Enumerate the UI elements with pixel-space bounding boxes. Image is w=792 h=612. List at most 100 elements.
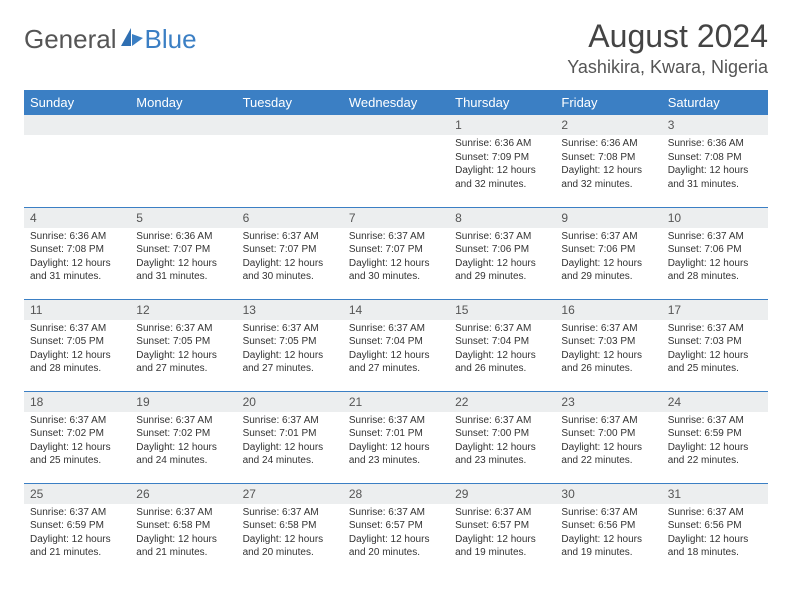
day-number: 5	[130, 208, 236, 228]
sunset-text: Sunset: 7:03 PM	[561, 335, 655, 349]
day-number: 12	[130, 300, 236, 320]
sunrise-text: Sunrise: 6:37 AM	[455, 322, 549, 336]
weekday-header: Friday	[555, 90, 661, 115]
day-number: 26	[130, 484, 236, 504]
sunrise-text: Sunrise: 6:36 AM	[30, 230, 124, 244]
day-number: 19	[130, 392, 236, 412]
calendar-day-cell: 28Sunrise: 6:37 AMSunset: 6:57 PMDayligh…	[343, 483, 449, 575]
day-details: Sunrise: 6:37 AMSunset: 7:06 PMDaylight:…	[662, 228, 768, 288]
calendar-day-cell: 30Sunrise: 6:37 AMSunset: 6:56 PMDayligh…	[555, 483, 661, 575]
daylight-text: Daylight: 12 hours and 24 minutes.	[136, 441, 230, 468]
calendar-day-cell: 21Sunrise: 6:37 AMSunset: 7:01 PMDayligh…	[343, 391, 449, 483]
day-number: 14	[343, 300, 449, 320]
day-details: Sunrise: 6:37 AMSunset: 7:07 PMDaylight:…	[237, 228, 343, 288]
calendar-day-cell: 17Sunrise: 6:37 AMSunset: 7:03 PMDayligh…	[662, 299, 768, 391]
sunset-text: Sunset: 7:05 PM	[136, 335, 230, 349]
daylight-text: Daylight: 12 hours and 25 minutes.	[668, 349, 762, 376]
day-details: Sunrise: 6:36 AMSunset: 7:09 PMDaylight:…	[449, 135, 555, 195]
sunset-text: Sunset: 7:08 PM	[30, 243, 124, 257]
sunset-text: Sunset: 6:56 PM	[561, 519, 655, 533]
calendar-day-cell: 5Sunrise: 6:36 AMSunset: 7:07 PMDaylight…	[130, 207, 236, 299]
sunset-text: Sunset: 7:07 PM	[243, 243, 337, 257]
calendar-day-cell: 4Sunrise: 6:36 AMSunset: 7:08 PMDaylight…	[24, 207, 130, 299]
day-details: Sunrise: 6:37 AMSunset: 7:04 PMDaylight:…	[343, 320, 449, 380]
day-details: Sunrise: 6:36 AMSunset: 7:08 PMDaylight:…	[24, 228, 130, 288]
sunrise-text: Sunrise: 6:37 AM	[561, 322, 655, 336]
sunset-text: Sunset: 6:57 PM	[349, 519, 443, 533]
calendar-day-cell: 27Sunrise: 6:37 AMSunset: 6:58 PMDayligh…	[237, 483, 343, 575]
calendar-week-row: 1Sunrise: 6:36 AMSunset: 7:09 PMDaylight…	[24, 115, 768, 207]
brand-logo: General Blue	[24, 18, 197, 55]
calendar-day-cell: 25Sunrise: 6:37 AMSunset: 6:59 PMDayligh…	[24, 483, 130, 575]
calendar-week-row: 18Sunrise: 6:37 AMSunset: 7:02 PMDayligh…	[24, 391, 768, 483]
daylight-text: Daylight: 12 hours and 23 minutes.	[349, 441, 443, 468]
header: General Blue August 2024 Yashikira, Kwar…	[24, 18, 768, 78]
calendar-day-cell: 13Sunrise: 6:37 AMSunset: 7:05 PMDayligh…	[237, 299, 343, 391]
sunset-text: Sunset: 7:05 PM	[30, 335, 124, 349]
sunrise-text: Sunrise: 6:37 AM	[668, 322, 762, 336]
brand-part1: General	[24, 24, 117, 55]
day-details: Sunrise: 6:37 AMSunset: 7:05 PMDaylight:…	[130, 320, 236, 380]
day-number: 4	[24, 208, 130, 228]
day-number: 27	[237, 484, 343, 504]
day-number: 30	[555, 484, 661, 504]
daylight-text: Daylight: 12 hours and 29 minutes.	[455, 257, 549, 284]
daylight-text: Daylight: 12 hours and 31 minutes.	[30, 257, 124, 284]
sunset-text: Sunset: 6:56 PM	[668, 519, 762, 533]
day-number	[130, 115, 236, 135]
day-details: Sunrise: 6:37 AMSunset: 6:59 PMDaylight:…	[662, 412, 768, 472]
calendar-day-cell: 8Sunrise: 6:37 AMSunset: 7:06 PMDaylight…	[449, 207, 555, 299]
daylight-text: Daylight: 12 hours and 23 minutes.	[455, 441, 549, 468]
calendar-page: General Blue August 2024 Yashikira, Kwar…	[0, 0, 792, 575]
calendar-week-row: 4Sunrise: 6:36 AMSunset: 7:08 PMDaylight…	[24, 207, 768, 299]
day-number: 25	[24, 484, 130, 504]
sunrise-text: Sunrise: 6:37 AM	[349, 322, 443, 336]
day-details: Sunrise: 6:36 AMSunset: 7:08 PMDaylight:…	[555, 135, 661, 195]
daylight-text: Daylight: 12 hours and 27 minutes.	[349, 349, 443, 376]
weekday-header: Monday	[130, 90, 236, 115]
sunset-text: Sunset: 7:01 PM	[349, 427, 443, 441]
day-number: 17	[662, 300, 768, 320]
calendar-day-cell	[130, 115, 236, 207]
weekday-header: Wednesday	[343, 90, 449, 115]
calendar-day-cell: 20Sunrise: 6:37 AMSunset: 7:01 PMDayligh…	[237, 391, 343, 483]
sunrise-text: Sunrise: 6:37 AM	[136, 506, 230, 520]
sunset-text: Sunset: 6:58 PM	[243, 519, 337, 533]
brand-part2: Blue	[145, 24, 197, 55]
sunrise-text: Sunrise: 6:36 AM	[136, 230, 230, 244]
calendar-day-cell: 18Sunrise: 6:37 AMSunset: 7:02 PMDayligh…	[24, 391, 130, 483]
day-details: Sunrise: 6:37 AMSunset: 6:58 PMDaylight:…	[130, 504, 236, 564]
weekday-header: Thursday	[449, 90, 555, 115]
weekday-header: Saturday	[662, 90, 768, 115]
day-number: 2	[555, 115, 661, 135]
day-number	[343, 115, 449, 135]
day-details: Sunrise: 6:37 AMSunset: 7:00 PMDaylight:…	[449, 412, 555, 472]
daylight-text: Daylight: 12 hours and 28 minutes.	[668, 257, 762, 284]
sunrise-text: Sunrise: 6:37 AM	[561, 230, 655, 244]
sunrise-text: Sunrise: 6:37 AM	[30, 322, 124, 336]
calendar-day-cell	[237, 115, 343, 207]
daylight-text: Daylight: 12 hours and 19 minutes.	[455, 533, 549, 560]
sunrise-text: Sunrise: 6:36 AM	[561, 137, 655, 151]
sunrise-text: Sunrise: 6:37 AM	[455, 506, 549, 520]
sunrise-text: Sunrise: 6:37 AM	[455, 414, 549, 428]
day-number: 6	[237, 208, 343, 228]
calendar-day-cell: 15Sunrise: 6:37 AMSunset: 7:04 PMDayligh…	[449, 299, 555, 391]
day-details: Sunrise: 6:37 AMSunset: 6:56 PMDaylight:…	[662, 504, 768, 564]
calendar-day-cell: 31Sunrise: 6:37 AMSunset: 6:56 PMDayligh…	[662, 483, 768, 575]
daylight-text: Daylight: 12 hours and 26 minutes.	[455, 349, 549, 376]
daylight-text: Daylight: 12 hours and 26 minutes.	[561, 349, 655, 376]
day-number: 22	[449, 392, 555, 412]
day-details: Sunrise: 6:36 AMSunset: 7:08 PMDaylight:…	[662, 135, 768, 195]
sunrise-text: Sunrise: 6:36 AM	[455, 137, 549, 151]
sunrise-text: Sunrise: 6:37 AM	[561, 506, 655, 520]
daylight-text: Daylight: 12 hours and 30 minutes.	[243, 257, 337, 284]
calendar-day-cell: 11Sunrise: 6:37 AMSunset: 7:05 PMDayligh…	[24, 299, 130, 391]
daylight-text: Daylight: 12 hours and 18 minutes.	[668, 533, 762, 560]
daylight-text: Daylight: 12 hours and 22 minutes.	[668, 441, 762, 468]
sunset-text: Sunset: 7:09 PM	[455, 151, 549, 165]
day-number: 23	[555, 392, 661, 412]
day-number: 18	[24, 392, 130, 412]
day-number: 8	[449, 208, 555, 228]
sunrise-text: Sunrise: 6:37 AM	[30, 414, 124, 428]
